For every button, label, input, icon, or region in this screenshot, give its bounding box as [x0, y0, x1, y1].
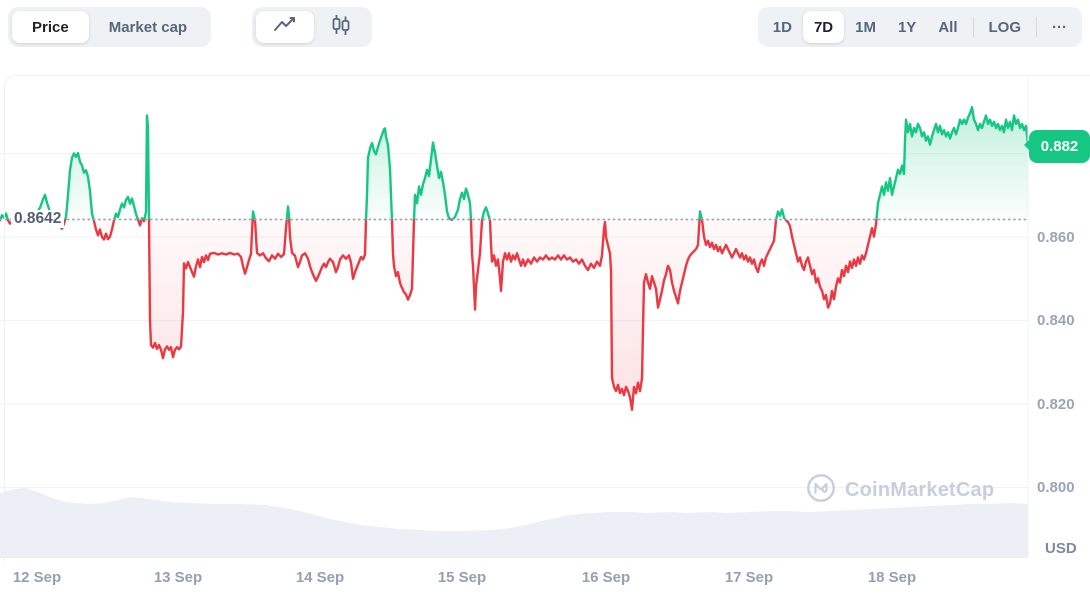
x-axis-tick: 14 Sep [295, 569, 345, 586]
range-all-button[interactable]: All [938, 18, 958, 36]
range-toggle: 1D 7D 1M 1Y All LOG ··· [757, 7, 1082, 47]
range-7d-button[interactable]: 7D [802, 11, 845, 43]
y-axis-tick: 0.860 [1037, 229, 1075, 246]
metric-toggle: Price Market cap [8, 7, 212, 47]
x-axis-tick: 18 Sep [867, 569, 917, 586]
price-tab[interactable]: Price [12, 11, 89, 43]
market-cap-tab[interactable]: Market cap [108, 18, 188, 36]
x-axis-tick: 16 Sep [581, 569, 631, 586]
y-axis-tick: 0.820 [1037, 396, 1075, 413]
chart-type-toggle [252, 7, 372, 47]
x-axis-tick: 17 Sep [724, 569, 774, 586]
log-scale-button[interactable]: LOG [988, 18, 1022, 36]
more-options-button[interactable]: ··· [1052, 18, 1067, 36]
coinmarketcap-logo-icon [806, 473, 836, 508]
x-axis-tick: 12 Sep [12, 569, 62, 586]
line-chart-icon [273, 16, 297, 38]
x-axis-tick: 15 Sep [437, 569, 487, 586]
watermark-text: CoinMarketCap [845, 479, 995, 501]
line-chart-button[interactable] [256, 11, 314, 43]
baseline-price-label: 0.8642 [11, 210, 65, 228]
y-axis-tick: 0.840 [1037, 312, 1075, 329]
y-axis-tick: 0.800 [1037, 479, 1075, 496]
separator [972, 17, 974, 37]
candlestick-chart-icon [331, 14, 351, 40]
range-1m-button[interactable]: 1M [855, 18, 876, 36]
separator [1036, 17, 1037, 37]
currency-unit-label: USD [1045, 540, 1077, 557]
last-price-badge: 0.882 [1024, 130, 1090, 163]
range-1d-button[interactable]: 1D [772, 18, 792, 36]
x-axis-tick: 13 Sep [153, 569, 203, 586]
candlestick-chart-button[interactable] [314, 11, 368, 43]
range-1y-button[interactable]: 1Y [897, 18, 917, 36]
coinmarketcap-watermark: CoinMarketCap [806, 473, 994, 508]
